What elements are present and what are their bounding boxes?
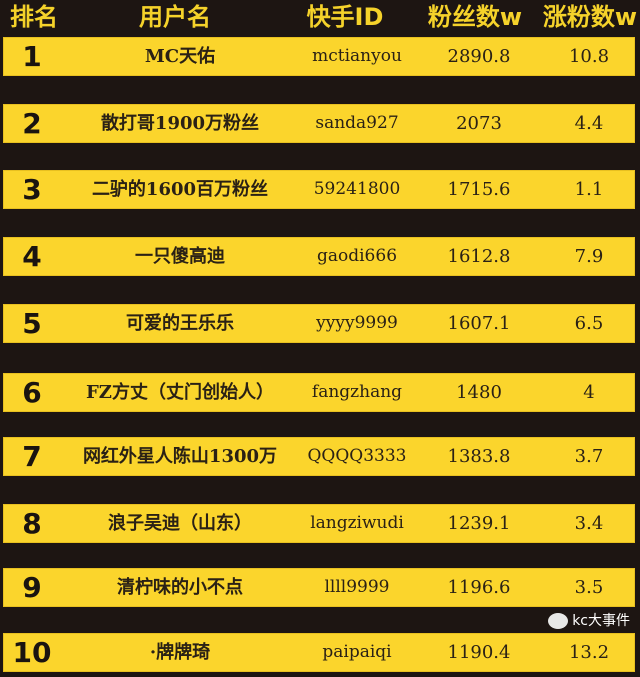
table-row: 5 可爱的王乐乐 yyyy9999 1607.1 6.5 xyxy=(3,304,635,343)
id-cell: fangzhang xyxy=(311,382,403,402)
name-cell: MC天佑 xyxy=(144,46,216,67)
header-name: 用户名 xyxy=(139,3,211,31)
table-row: 8 浪子吴迪（山东） langziwudi 1239.1 3.4 xyxy=(3,504,635,543)
growth-cell: 13.2 xyxy=(568,642,610,663)
table-row: 4 一只傻高迪 gaodi666 1612.8 7.9 xyxy=(3,237,635,276)
id-cell: llll9999 xyxy=(324,577,390,597)
growth-cell: 3.7 xyxy=(574,446,604,467)
rank-cell: 7 xyxy=(22,440,42,473)
fans-cell: 1190.4 xyxy=(447,642,511,663)
fans-cell: 1480 xyxy=(456,382,502,403)
growth-cell: 7.9 xyxy=(574,246,604,267)
header-fans: 粉丝数w xyxy=(427,3,523,31)
name-cell: 网红外星人陈山1300万 xyxy=(82,446,278,467)
rank-cell: 3 xyxy=(22,173,42,206)
growth-cell: 6.5 xyxy=(574,313,604,334)
table-row: 9 清柠味的小不点 llll9999 1196.6 3.5 xyxy=(3,568,635,607)
id-cell: langziwudi xyxy=(310,513,404,533)
id-cell: gaodi666 xyxy=(316,246,398,266)
rank-cell: 6 xyxy=(22,376,42,409)
table-row: 6 FZ方丈（丈门创始人） fangzhang 1480 4 xyxy=(3,373,635,412)
growth-cell: 10.8 xyxy=(568,46,610,67)
name-cell: FZ方丈（丈门创始人） xyxy=(86,382,274,403)
growth-cell: 4 xyxy=(583,382,595,403)
id-cell: paipaiqi xyxy=(322,642,392,662)
name-cell: ·牌牌琦 xyxy=(149,642,211,663)
rank-cell: 4 xyxy=(22,240,42,273)
fans-cell: 1612.8 xyxy=(447,246,511,267)
rank-cell: 9 xyxy=(22,571,42,604)
header-growth: 涨粉数w xyxy=(542,3,638,31)
header-rank: 排名 xyxy=(10,3,58,31)
name-cell: 二驴的1600百万粉丝 xyxy=(91,179,269,200)
name-cell: 散打哥1900万粉丝 xyxy=(100,113,260,134)
rank-cell: 1 xyxy=(22,40,42,73)
fans-cell: 2073 xyxy=(456,113,502,134)
table-row: 3 二驴的1600百万粉丝 59241800 1715.6 1.1 xyxy=(3,170,635,209)
table-row: 1 MC天佑 mctianyou 2890.8 10.8 xyxy=(3,37,635,76)
name-cell: 可爱的王乐乐 xyxy=(126,313,234,334)
id-cell: 59241800 xyxy=(313,179,401,199)
table-row: 2 散打哥1900万粉丝 sanda927 2073 4.4 xyxy=(3,104,635,143)
name-cell: 浪子吴迪（山东） xyxy=(108,513,252,534)
fans-cell: 1607.1 xyxy=(447,313,511,334)
id-cell: QQQQ3333 xyxy=(307,446,407,466)
id-cell: mctianyou xyxy=(312,46,402,66)
rank-cell: 8 xyxy=(22,507,42,540)
id-cell: sanda927 xyxy=(315,113,399,133)
rank-cell: 10 xyxy=(12,636,52,669)
watermark: kc大事件 xyxy=(548,611,630,631)
fans-cell: 1239.1 xyxy=(447,513,511,534)
fans-cell: 1196.6 xyxy=(447,577,511,598)
rank-cell: 5 xyxy=(22,307,42,340)
header-id: 快手ID xyxy=(306,3,384,31)
rank-cell: 2 xyxy=(22,107,42,140)
name-cell: 清柠味的小不点 xyxy=(117,577,243,598)
fans-cell: 1715.6 xyxy=(447,179,511,200)
id-cell: yyyy9999 xyxy=(316,313,398,333)
growth-cell: 1.1 xyxy=(574,179,604,200)
wechat-icon xyxy=(548,613,569,629)
growth-cell: 3.4 xyxy=(574,513,604,534)
name-cell: 一只傻高迪 xyxy=(135,246,225,267)
table-row: 10 ·牌牌琦 paipaiqi 1190.4 13.2 xyxy=(3,633,635,672)
fans-cell: 1383.8 xyxy=(447,446,511,467)
fans-cell: 2890.8 xyxy=(447,46,511,67)
table-row: 7 网红外星人陈山1300万 QQQQ3333 1383.8 3.7 xyxy=(3,437,635,476)
watermark-text: kc大事件 xyxy=(572,613,630,629)
growth-cell: 4.4 xyxy=(574,113,604,134)
growth-cell: 3.5 xyxy=(574,577,604,598)
